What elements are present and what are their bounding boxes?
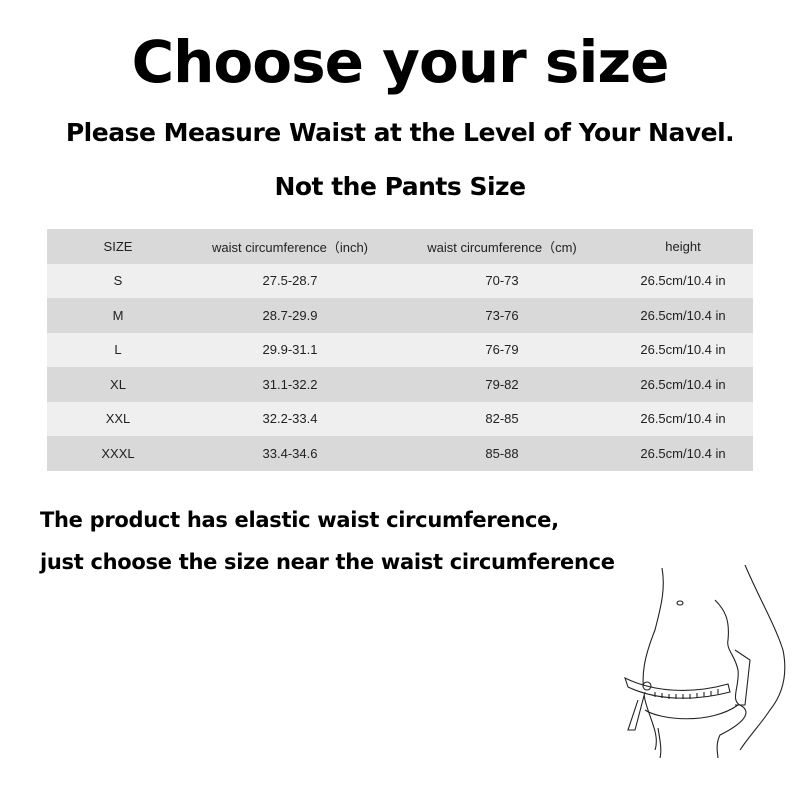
header-waist-cm: waist circumference（cm) <box>427 239 577 255</box>
height-cell: 26.5cm/10.4 in <box>640 411 726 427</box>
size-chart-table: SIZE waist circumference（inch) waist cir… <box>47 229 753 471</box>
inch-cell: 33.4-34.6 <box>262 445 318 461</box>
size-cell: XXXL <box>101 445 135 461</box>
inch-cell: 27.5-28.7 <box>262 273 318 289</box>
cm-cell: 85-88 <box>485 445 519 461</box>
cm-cell: 70-73 <box>485 273 519 289</box>
table-header-row: SIZE waist circumference（inch) waist cir… <box>47 229 753 264</box>
table-row: XXXL 33.4-34.6 85-88 26.5cm/10.4 in <box>47 436 753 471</box>
inch-cell: 32.2-33.4 <box>262 411 318 427</box>
inch-cell: 28.7-29.9 <box>262 307 318 323</box>
table-row: L 29.9-31.1 76-79 26.5cm/10.4 in <box>47 332 753 367</box>
height-cell: 26.5cm/10.4 in <box>640 376 726 392</box>
measure-instruction: Please Measure Waist at the Level of You… <box>65 118 735 147</box>
not-pants-size-note: Not the Pants Size <box>274 172 526 201</box>
size-cell: S <box>113 273 123 289</box>
cm-cell: 82-85 <box>485 411 519 427</box>
header-waist-inch: waist circumference（inch) <box>211 239 369 255</box>
cm-cell: 76-79 <box>485 342 519 358</box>
cm-cell: 79-82 <box>485 376 519 392</box>
height-cell: 26.5cm/10.4 in <box>640 445 726 461</box>
table-row: S 27.5-28.7 70-73 26.5cm/10.4 in <box>47 263 753 298</box>
height-cell: 26.5cm/10.4 in <box>640 307 726 323</box>
inch-cell: 29.9-31.1 <box>262 342 318 358</box>
table-row: XXL 32.2-33.4 82-85 26.5cm/10.4 in <box>47 401 753 436</box>
choose-size-note: just choose the size near the waist circ… <box>40 550 615 574</box>
height-cell: 26.5cm/10.4 in <box>640 273 726 289</box>
size-cell: XXL <box>105 411 131 427</box>
height-cell: 26.5cm/10.4 in <box>640 342 726 358</box>
inch-cell: 31.1-32.2 <box>262 376 318 392</box>
elastic-note: The product has elastic waist circumfere… <box>40 508 559 532</box>
page-title: Choose your size <box>131 28 670 96</box>
header-height: height <box>665 238 701 254</box>
size-cell: M <box>112 307 124 323</box>
header-size: SIZE <box>103 238 133 254</box>
table-row: M 28.7-29.9 73-76 26.5cm/10.4 in <box>47 298 753 333</box>
size-cell: L <box>114 342 122 358</box>
size-cell: XL <box>110 376 126 392</box>
table-row: XL 31.1-32.2 79-82 26.5cm/10.4 in <box>47 367 753 402</box>
cm-cell: 73-76 <box>485 307 519 323</box>
waist-measure-illustration <box>624 564 786 759</box>
